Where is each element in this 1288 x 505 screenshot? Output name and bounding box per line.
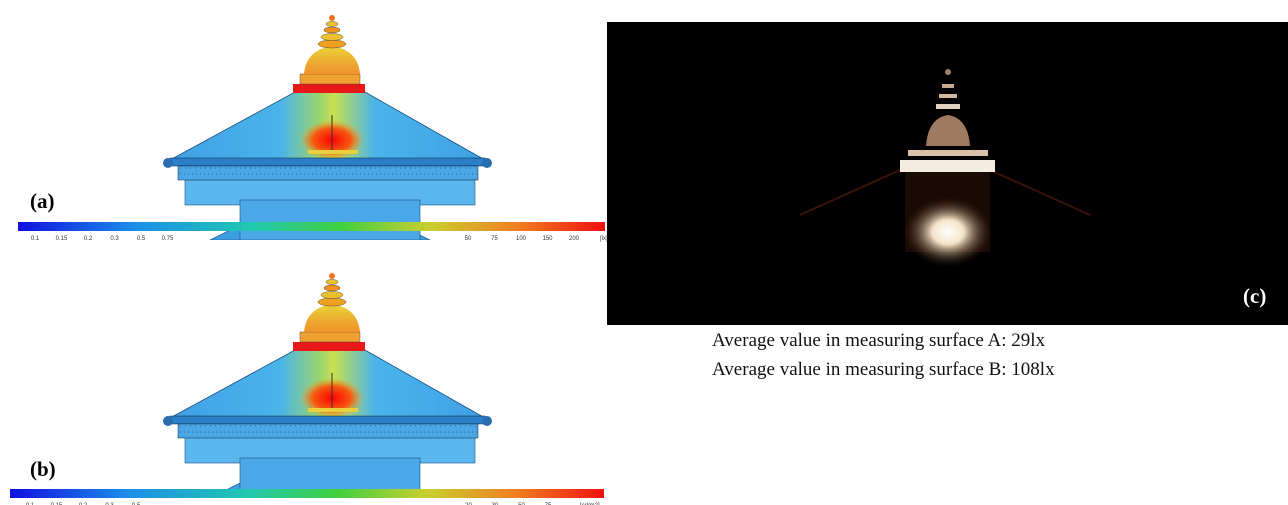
false-color-render-a xyxy=(163,15,492,240)
panel-label: (c) xyxy=(1243,284,1266,308)
scale-unit: [cd/m2] xyxy=(580,503,600,505)
scale-tick-label: 0.3 xyxy=(110,236,119,242)
scale-tick-label: 0.3 xyxy=(105,503,114,505)
scale-tick-label: 30 xyxy=(492,503,499,505)
lit-temple xyxy=(799,69,1091,267)
scale-tick-label: 0.5 xyxy=(137,236,146,242)
scale-tick-label: 0.15 xyxy=(51,503,63,505)
scale-tick-label: 50 xyxy=(465,236,472,242)
result-line: Average value in measuring surface A: 29… xyxy=(712,330,1046,351)
scale-unit: [lx] xyxy=(600,236,608,242)
panel-label: (a) xyxy=(30,189,55,213)
scale-tick-label: 100 xyxy=(516,236,527,242)
scale-tick-label: 150 xyxy=(542,236,553,242)
scale-tick-label: 75 xyxy=(491,236,498,242)
scale-tick-label: 75 xyxy=(545,503,552,505)
scale-tick-label: 0.15 xyxy=(56,236,68,242)
scale-tick-label: 0.2 xyxy=(84,236,93,242)
scale-tick-label: 0.75 xyxy=(162,236,174,242)
scale-tick-label: 200 xyxy=(569,236,580,242)
scale-tick-label: 0.1 xyxy=(26,503,35,505)
scale-tick-label: 0.2 xyxy=(79,503,88,505)
scale-tick-label: 0.5 xyxy=(132,503,141,505)
panel-label: (b) xyxy=(30,457,56,481)
scale-tick-label: 0.1 xyxy=(31,236,40,242)
color-scale-bar xyxy=(10,489,604,498)
color-scale-bar xyxy=(18,222,605,231)
scale-tick-label: 50 xyxy=(518,503,525,505)
false-color-render-b xyxy=(163,273,492,498)
result-line: Average value in measuring surface B: 10… xyxy=(712,359,1055,380)
scale-tick-label: 20 xyxy=(465,503,472,505)
